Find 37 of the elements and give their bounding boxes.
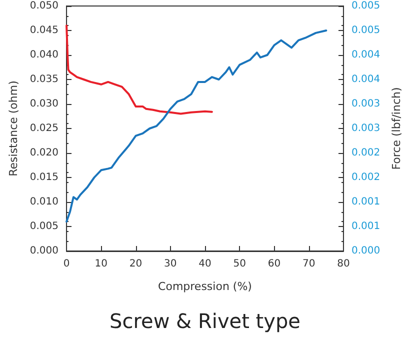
y-tick-label: 0.005 (30, 221, 59, 232)
x-tick-label: 20 (129, 258, 142, 270)
y-tick-label: 0.035 (30, 74, 59, 85)
y2-tick-label: 0.003 (351, 98, 380, 110)
text: Screw & Rivet type (110, 309, 300, 333)
y-axis-title: Resistance (ohm) (7, 80, 20, 176)
x-tick-label: 50 (233, 258, 246, 270)
y2-tick-label: 0.000 (351, 246, 380, 256)
y2-tick-label: 0.002 (351, 172, 380, 183)
x-axis-title: Compression (%) (158, 280, 252, 293)
x-tick-label: 80 (337, 258, 350, 270)
y2-tick-label: 0.003 (351, 123, 380, 134)
y2-tick-label: 0.001 (351, 221, 380, 232)
x-tick-label: 10 (94, 258, 108, 270)
y-tick-label: 0.015 (30, 172, 59, 183)
y-tick-label: 0.000 (30, 246, 59, 256)
y2-tick-label: 0.002 (351, 148, 380, 158)
y-tick-label: 0.040 (30, 50, 59, 60)
y-tick-label: 0.020 (30, 148, 59, 158)
y2-tick-label: 0.004 (351, 50, 380, 60)
y-tick-label: 0.025 (30, 123, 59, 134)
line-series (66, 24, 213, 115)
y2-tick-label: 0.001 (351, 196, 380, 208)
y-tick-label: 0.045 (30, 25, 59, 36)
x-tick-label: 40 (198, 258, 212, 270)
x-tick-label: 30 (164, 258, 177, 270)
y-tick-label: 0.030 (30, 98, 59, 110)
y2-tick-label: 0.005 (351, 0, 380, 12)
x-tick-label: 70 (302, 258, 316, 270)
x-tick-label: 60 (268, 258, 281, 270)
x-tick-label: 0 (63, 258, 70, 270)
y2-axis-title: Force (lbf/inch) (390, 87, 403, 170)
y-tick-label: 0.050 (30, 0, 59, 12)
line-series (66, 30, 328, 223)
y2-tick-label: 0.005 (351, 25, 380, 36)
y2-tick-label: 0.004 (351, 74, 380, 85)
y-tick-label: 0.010 (30, 196, 59, 208)
